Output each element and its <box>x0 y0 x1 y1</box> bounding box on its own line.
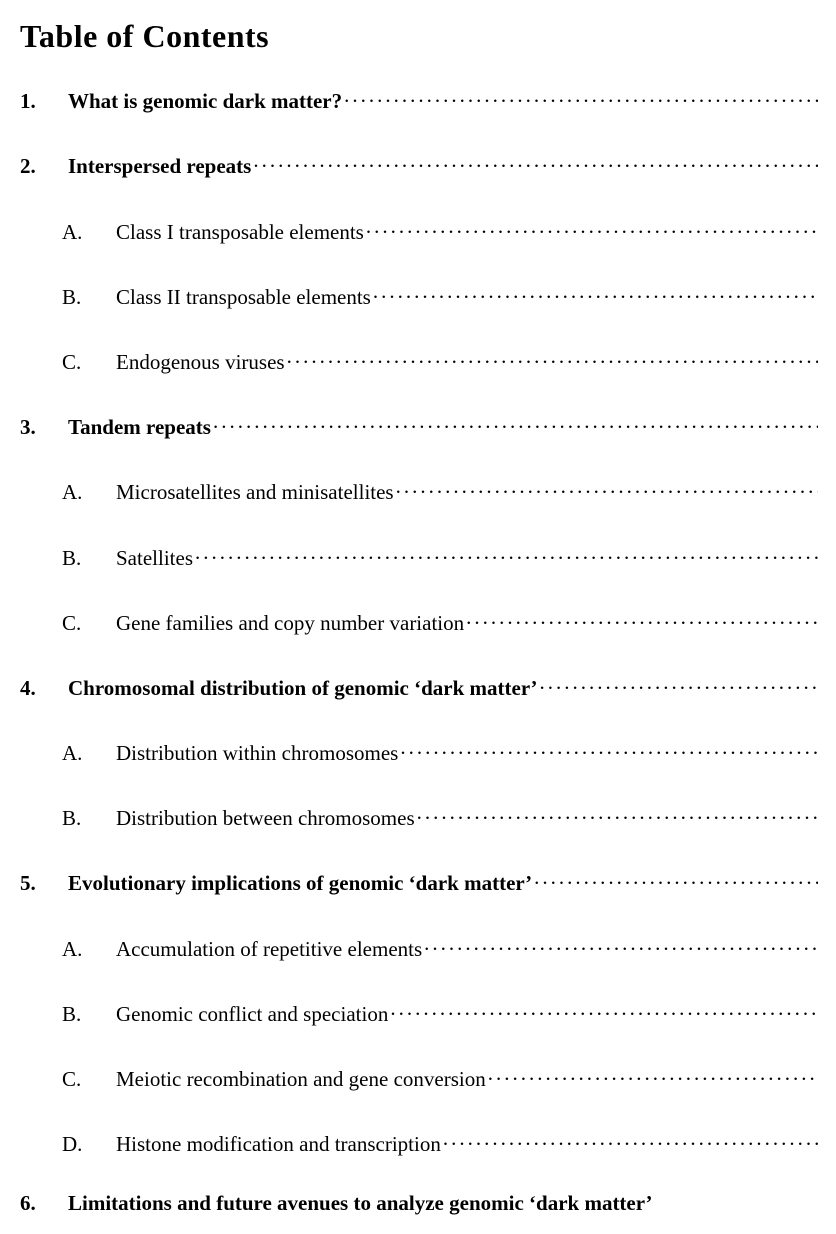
toc-entry-marker: 3. <box>20 415 68 440</box>
toc-entry-marker: D. <box>62 1132 116 1157</box>
toc-entry: 6.Limitations and future avenues to anal… <box>20 1191 818 1216</box>
toc-leader-dots <box>488 1061 818 1086</box>
toc-entry: A.Accumulation of repetitive elements <box>20 930 818 961</box>
toc-entry: C.Endogenous viruses <box>20 344 818 375</box>
toc-entry: A.Distribution within chromosomes <box>20 735 818 766</box>
toc-entry-text: Class II transposable elements <box>116 285 371 310</box>
toc-leader-dots <box>390 996 818 1021</box>
toc-entry-marker: C. <box>62 350 116 375</box>
toc-entry-text: Class I transposable elements <box>116 220 364 245</box>
toc-leader-dots <box>443 1126 818 1151</box>
toc-entry: B.Genomic conflict and speciation <box>20 996 818 1027</box>
toc-entry-marker: C. <box>62 1067 116 1092</box>
toc-entry-text: Histone modification and transcription <box>116 1132 441 1157</box>
toc-leader-dots <box>417 800 818 825</box>
toc-leader-dots <box>424 930 818 955</box>
toc-entry-text: Interspersed repeats <box>68 154 251 179</box>
toc-entry-marker: 2. <box>20 154 68 179</box>
toc-entry-text: Distribution within chromosomes <box>116 741 398 766</box>
toc-entry: D.Histone modification and transcription <box>20 1126 818 1157</box>
toc-entry-marker: B. <box>62 285 116 310</box>
toc-entry-text: Genomic conflict and speciation <box>116 1002 388 1027</box>
toc-leader-dots <box>344 83 818 108</box>
toc-entry-text: Microsatellites and minisatellites <box>116 480 394 505</box>
toc-entry-marker: 1. <box>20 89 68 114</box>
toc-entry: 3.Tandem repeats <box>20 409 818 440</box>
toc-entry-marker: 4. <box>20 676 68 701</box>
toc-entry-text: Distribution between chromosomes <box>116 806 415 831</box>
toc-title: Table of Contents <box>20 18 818 55</box>
toc-leader-dots <box>253 148 818 173</box>
toc-entry: 2.Interspersed repeats <box>20 148 818 179</box>
toc-entry: C.Meiotic recombination and gene convers… <box>20 1061 818 1092</box>
toc-entry-text: Endogenous viruses <box>116 350 285 375</box>
toc-entry-marker: A. <box>62 937 116 962</box>
toc-leader-dots <box>195 539 818 564</box>
toc-entry: A.Class I transposable elements <box>20 213 818 244</box>
toc-entry: B.Class II transposable elements <box>20 279 818 310</box>
toc-leader-dots <box>287 344 818 369</box>
toc-entry-marker: A. <box>62 220 116 245</box>
toc-entry: 5.Evolutionary implications of genomic ‘… <box>20 865 818 896</box>
toc-entry: 1.What is genomic dark matter? <box>20 83 818 114</box>
toc-entry-text: Satellites <box>116 546 193 571</box>
toc-list: 1.What is genomic dark matter? 2.Interspe… <box>20 83 818 1216</box>
toc-leader-dots <box>466 605 818 630</box>
toc-entry: B.Satellites <box>20 539 818 570</box>
toc-entry-text: Gene families and copy number variation <box>116 611 464 636</box>
toc-leader-dots <box>400 735 818 760</box>
toc-entry: 4.Chromosomal distribution of genomic ‘d… <box>20 670 818 701</box>
toc-leader-dots <box>534 865 818 890</box>
toc-entry: B.Distribution between chromosomes <box>20 800 818 831</box>
toc-leader-dots <box>396 474 818 499</box>
toc-entry: A.Microsatellites and minisatellites <box>20 474 818 505</box>
toc-entry-text: Limitations and future avenues to analyz… <box>68 1191 652 1216</box>
toc-entry-text: Accumulation of repetitive elements <box>116 937 422 962</box>
toc-entry-marker: B. <box>62 546 116 571</box>
toc-entry-marker: C. <box>62 611 116 636</box>
toc-entry-text: Evolutionary implications of genomic ‘da… <box>68 871 532 896</box>
toc-leader-dots <box>540 670 818 695</box>
toc-entry-marker: A. <box>62 480 116 505</box>
toc-entry: C.Gene families and copy number variatio… <box>20 605 818 636</box>
toc-entry-marker: 6. <box>20 1191 68 1216</box>
toc-entry-text: Tandem repeats <box>68 415 211 440</box>
toc-leader-dots <box>366 213 818 238</box>
toc-entry-text: What is genomic dark matter? <box>68 89 342 114</box>
toc-entry-marker: B. <box>62 1002 116 1027</box>
toc-entry-marker: 5. <box>20 871 68 896</box>
toc-leader-dots <box>213 409 818 434</box>
toc-entry-text: Meiotic recombination and gene conversio… <box>116 1067 486 1092</box>
toc-entry-marker: B. <box>62 806 116 831</box>
toc-entry-marker: A. <box>62 741 116 766</box>
toc-leader-dots <box>373 279 818 304</box>
toc-entry-text: Chromosomal distribution of genomic ‘dar… <box>68 676 538 701</box>
